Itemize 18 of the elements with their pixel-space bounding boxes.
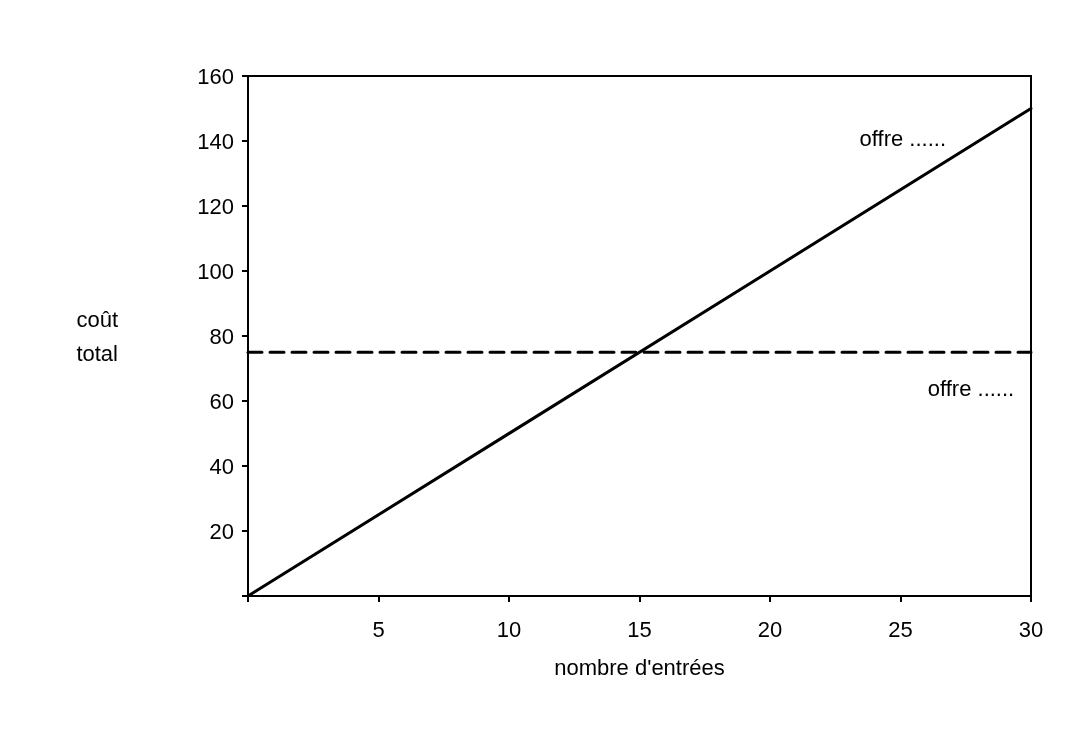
y-tick-label: 60 [209,388,234,414]
x-tick-label: 5 [372,616,385,642]
y-tick-label: 100 [197,258,234,284]
x-axis-title: nombre d'entrées [554,654,725,680]
y-tick-label: 40 [209,453,234,479]
x-tick-label: 20 [757,616,783,642]
y-tick-label: 140 [197,128,234,154]
y-tick-label: 160 [197,63,234,89]
x-tick-label: 25 [888,616,913,642]
series-label: offre ...... [859,126,946,151]
y-tick-label: 20 [209,518,234,544]
x-tick-label: 30 [1018,616,1044,642]
y-tick-label: 120 [197,193,234,219]
series-label: offre ...... [927,375,1015,401]
x-tick-label: 15 [627,616,652,642]
x-tick-label: 10 [496,616,522,642]
y-tick-label: 80 [209,323,234,349]
y-axis-title: coût total [76,306,118,366]
